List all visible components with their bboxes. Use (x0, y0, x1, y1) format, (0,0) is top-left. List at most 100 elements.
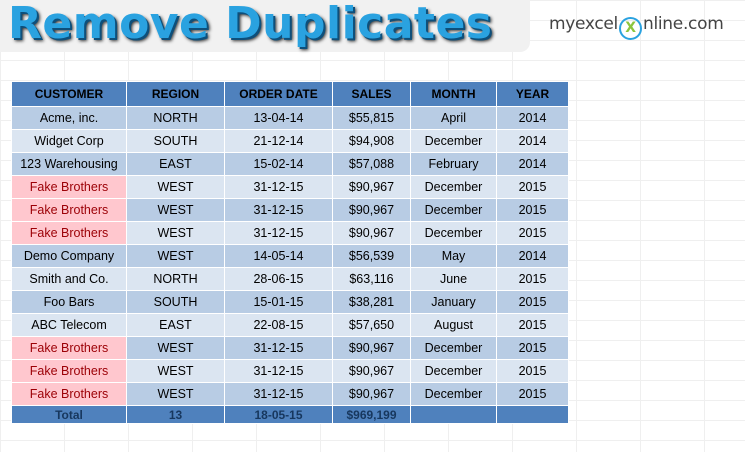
cell-customer[interactable]: Fake Brothers (11, 359, 127, 383)
cell-order-date[interactable]: 31-12-15 (224, 198, 333, 222)
cell-order-date[interactable]: 15-02-14 (224, 152, 333, 176)
cell-order-date[interactable]: 13-04-14 (224, 106, 333, 130)
cell-month[interactable]: December (410, 359, 497, 383)
header-sales[interactable]: SALES (332, 81, 411, 107)
cell-month[interactable]: April (410, 106, 497, 130)
total-date[interactable]: 18-05-15 (224, 405, 333, 424)
cell-customer[interactable]: 123 Warehousing (11, 152, 127, 176)
cell-customer[interactable]: Smith and Co. (11, 267, 127, 291)
header-year[interactable]: YEAR (496, 81, 569, 107)
cell-sales[interactable]: $90,967 (332, 175, 411, 199)
cell-sales[interactable]: $90,967 (332, 382, 411, 406)
cell-sales[interactable]: $55,815 (332, 106, 411, 130)
cell-sales[interactable]: $94,908 (332, 129, 411, 153)
cell-region[interactable]: WEST (126, 359, 225, 383)
cell-region[interactable]: WEST (126, 221, 225, 245)
cell-year[interactable]: 2015 (496, 267, 569, 291)
table-row: Fake Brothers WEST 31-12-15 $90,967 December… (11, 359, 569, 383)
cell-region[interactable]: SOUTH (126, 290, 225, 314)
table-row: Acme, inc. NORTH 13-04-14 $55,815 April 2014 (11, 106, 569, 130)
cell-sales[interactable]: $56,539 (332, 244, 411, 268)
cell-order-date[interactable]: 22-08-15 (224, 313, 333, 337)
cell-customer[interactable]: Fake Brothers (11, 175, 127, 199)
cell-sales[interactable]: $63,116 (332, 267, 411, 291)
cell-month[interactable]: December (410, 336, 497, 360)
header-month[interactable]: MONTH (410, 81, 497, 107)
cell-region[interactable]: WEST (126, 382, 225, 406)
header-customer[interactable]: CUSTOMER (11, 81, 127, 107)
cell-year[interactable]: 2015 (496, 382, 569, 406)
cell-month[interactable]: December (410, 175, 497, 199)
cell-customer[interactable]: Acme, inc. (11, 106, 127, 130)
table-row: Fake Brothers WEST 31-12-15 $90,967 December… (11, 175, 569, 199)
table-row: Foo Bars SOUTH 15-01-15 $38,281 January 2015 (11, 290, 569, 314)
cell-sales[interactable]: $90,967 (332, 221, 411, 245)
cell-month[interactable]: February (410, 152, 497, 176)
cell-sales[interactable]: $90,967 (332, 198, 411, 222)
cell-sales[interactable]: $38,281 (332, 290, 411, 314)
cell-order-date[interactable]: 31-12-15 (224, 359, 333, 383)
cell-order-date[interactable]: 14-05-14 (224, 244, 333, 268)
cell-year[interactable]: 2014 (496, 106, 569, 130)
cell-month[interactable]: June (410, 267, 497, 291)
total-region-count[interactable]: 13 (126, 405, 225, 424)
total-year[interactable] (496, 405, 569, 424)
cell-month[interactable]: December (410, 129, 497, 153)
table-row: 123 Warehousing EAST 15-02-14 $57,088 Februa… (11, 152, 569, 176)
cell-region[interactable]: WEST (126, 175, 225, 199)
cell-sales[interactable]: $57,650 (332, 313, 411, 337)
cell-year[interactable]: 2015 (496, 290, 569, 314)
cell-customer[interactable]: Fake Brothers (11, 382, 127, 406)
cell-year[interactable]: 2015 (496, 175, 569, 199)
cell-sales[interactable]: $57,088 (332, 152, 411, 176)
cell-region[interactable]: NORTH (126, 267, 225, 291)
cell-month[interactable]: January (410, 290, 497, 314)
cell-sales[interactable]: $90,967 (332, 359, 411, 383)
cell-region[interactable]: EAST (126, 313, 225, 337)
table-body: Acme, inc. NORTH 13-04-14 $55,815 April 2014 W… (11, 106, 569, 406)
cell-month[interactable]: December (410, 198, 497, 222)
cell-region[interactable]: WEST (126, 198, 225, 222)
logo-text-part2: nline.com (642, 14, 724, 34)
header-order-date[interactable]: ORDER DATE (224, 81, 333, 107)
cell-order-date[interactable]: 21-12-14 (224, 129, 333, 153)
cell-year[interactable]: 2014 (496, 129, 569, 153)
cell-customer[interactable]: Fake Brothers (11, 336, 127, 360)
cell-order-date[interactable]: 31-12-15 (224, 382, 333, 406)
cell-year[interactable]: 2015 (496, 221, 569, 245)
cell-year[interactable]: 2014 (496, 152, 569, 176)
cell-customer[interactable]: Fake Brothers (11, 198, 127, 222)
cell-customer[interactable]: Foo Bars (11, 290, 127, 314)
header-row: CUSTOMER REGION ORDER DATE SALES MONTH Y… (11, 81, 569, 107)
total-sales[interactable]: $969,199 (332, 405, 411, 424)
cell-region[interactable]: EAST (126, 152, 225, 176)
cell-order-date[interactable]: 31-12-15 (224, 336, 333, 360)
cell-order-date[interactable]: 31-12-15 (224, 221, 333, 245)
cell-customer[interactable]: Demo Company (11, 244, 127, 268)
cell-order-date[interactable]: 15-01-15 (224, 290, 333, 314)
header-region[interactable]: REGION (126, 81, 225, 107)
total-label[interactable]: Total (11, 405, 127, 424)
cell-order-date[interactable]: 31-12-15 (224, 175, 333, 199)
cell-year[interactable]: 2014 (496, 244, 569, 268)
cell-year[interactable]: 2015 (496, 313, 569, 337)
cell-month[interactable]: August (410, 313, 497, 337)
total-month[interactable] (410, 405, 497, 424)
cell-sales[interactable]: $90,967 (332, 336, 411, 360)
cell-customer[interactable]: Widget Corp (11, 129, 127, 153)
cell-year[interactable]: 2015 (496, 198, 569, 222)
cell-order-date[interactable]: 28-06-15 (224, 267, 333, 291)
cell-region[interactable]: SOUTH (126, 129, 225, 153)
cell-region[interactable]: WEST (126, 336, 225, 360)
cell-region[interactable]: NORTH (126, 106, 225, 130)
cell-month[interactable]: May (410, 244, 497, 268)
cell-year[interactable]: 2015 (496, 359, 569, 383)
table-row: Fake Brothers WEST 31-12-15 $90,967 December… (11, 382, 569, 406)
cell-customer[interactable]: ABC Telecom (11, 313, 127, 337)
cell-year[interactable]: 2015 (496, 336, 569, 360)
cell-month[interactable]: December (410, 221, 497, 245)
cell-customer[interactable]: Fake Brothers (11, 221, 127, 245)
cell-region[interactable]: WEST (126, 244, 225, 268)
cell-month[interactable]: December (410, 382, 497, 406)
